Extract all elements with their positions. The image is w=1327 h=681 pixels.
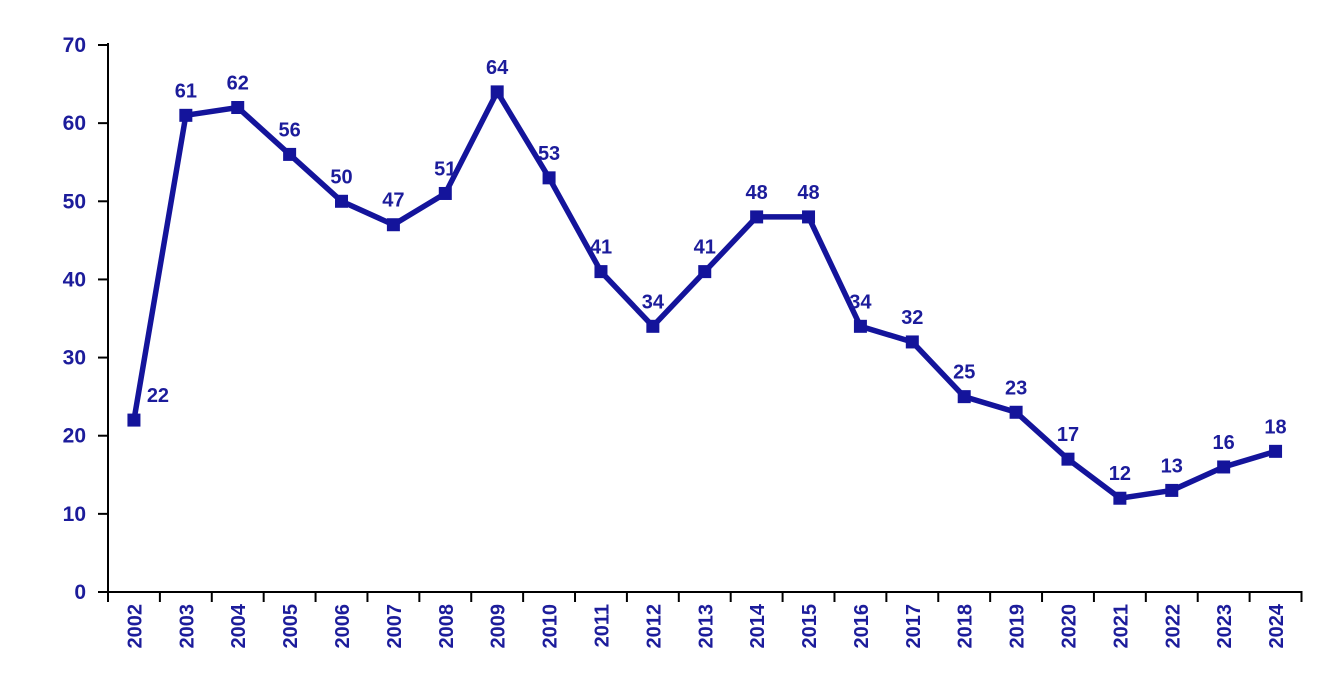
data-point-label: 25	[953, 362, 975, 384]
x-tick-label: 2019	[1007, 604, 1029, 649]
data-point-label: 23	[1005, 377, 1027, 399]
data-point-label: 17	[1057, 424, 1079, 446]
x-tick-label: 2020	[1058, 604, 1080, 649]
x-tick-label: 2015	[799, 604, 821, 649]
data-point-label: 48	[797, 182, 819, 204]
data-point-marker	[179, 108, 193, 122]
data-point-marker	[1009, 405, 1023, 419]
x-tick-label: 2003	[176, 604, 198, 649]
data-point-label: 51	[434, 158, 456, 180]
x-tick-label: 2017	[903, 604, 925, 649]
data-point-label: 62	[227, 73, 249, 95]
data-point-marker	[231, 101, 245, 115]
data-point-marker	[490, 85, 504, 99]
x-tick-label: 2024	[1266, 603, 1288, 648]
y-tick-label: 10	[63, 503, 86, 526]
data-point-marker	[750, 210, 764, 224]
x-tick-label: 2008	[436, 604, 458, 649]
data-point-label: 47	[382, 190, 404, 212]
y-tick-label: 60	[63, 112, 86, 135]
data-point-marker	[905, 335, 919, 349]
data-point-marker	[386, 218, 400, 232]
data-point-marker	[335, 194, 349, 208]
data-point-label: 18	[1264, 416, 1286, 438]
data-point-marker	[1269, 444, 1283, 458]
data-point-marker	[957, 390, 971, 404]
series-line	[131, 86, 1277, 502]
data-point-label: 32	[901, 307, 923, 329]
y-tick-label: 70	[63, 34, 86, 57]
data-point-marker	[646, 319, 660, 333]
data-point-marker	[283, 147, 297, 161]
x-tick-label: 2005	[280, 604, 302, 649]
data-point-marker	[1061, 452, 1075, 466]
x-tick-label: 2002	[124, 604, 146, 649]
data-point-label: 22	[147, 385, 169, 407]
x-tick-label: 2023	[1214, 604, 1236, 649]
y-tick-label: 30	[63, 347, 86, 370]
x-tick-label: 2014	[747, 603, 769, 648]
data-point-marker	[698, 265, 712, 279]
data-point-marker	[1217, 460, 1231, 474]
data-point-label: 61	[175, 80, 197, 102]
data-point-marker	[438, 186, 452, 200]
data-point-marker	[853, 319, 867, 333]
x-tick-label: 2021	[1110, 604, 1132, 649]
y-tick-label: 40	[63, 268, 86, 291]
data-point-label: 64	[486, 57, 509, 79]
x-tick-label: 2006	[332, 604, 354, 649]
x-tick-label: 2007	[384, 604, 406, 649]
data-point-label: 56	[278, 119, 300, 141]
x-tick-label: 2016	[851, 604, 873, 649]
data-point-label: 48	[746, 182, 768, 204]
data-point-marker	[802, 210, 816, 224]
data-point-marker	[594, 265, 608, 279]
data-point-marker	[127, 413, 141, 427]
data-point-label: 13	[1161, 455, 1183, 477]
data-point-marker	[1113, 491, 1127, 505]
data-point-label: 16	[1213, 432, 1235, 454]
x-tick-label: 2010	[540, 604, 562, 649]
x-tick-label: 2011	[591, 604, 613, 647]
x-tick-label: 2009	[488, 604, 510, 649]
data-point-marker	[542, 171, 556, 185]
data-point-marker	[1165, 483, 1179, 497]
data-point-label: 41	[694, 237, 716, 259]
x-tick-label: 2004	[228, 603, 250, 648]
x-tick-label: 2022	[1162, 604, 1184, 649]
data-point-label: 34	[642, 291, 665, 313]
y-tick-label: 20	[63, 425, 86, 448]
data-point-label: 12	[1109, 463, 1131, 485]
y-tick-label: 0	[74, 581, 86, 604]
data-point-label: 41	[590, 237, 612, 259]
x-tick-label: 2012	[643, 604, 665, 649]
data-point-label: 50	[330, 166, 352, 188]
data-point-label: 53	[538, 143, 560, 165]
data-point-label: 34	[849, 291, 872, 313]
x-tick-label: 2018	[955, 604, 977, 649]
y-tick-label: 50	[63, 190, 86, 213]
x-tick-label: 2013	[695, 604, 717, 649]
